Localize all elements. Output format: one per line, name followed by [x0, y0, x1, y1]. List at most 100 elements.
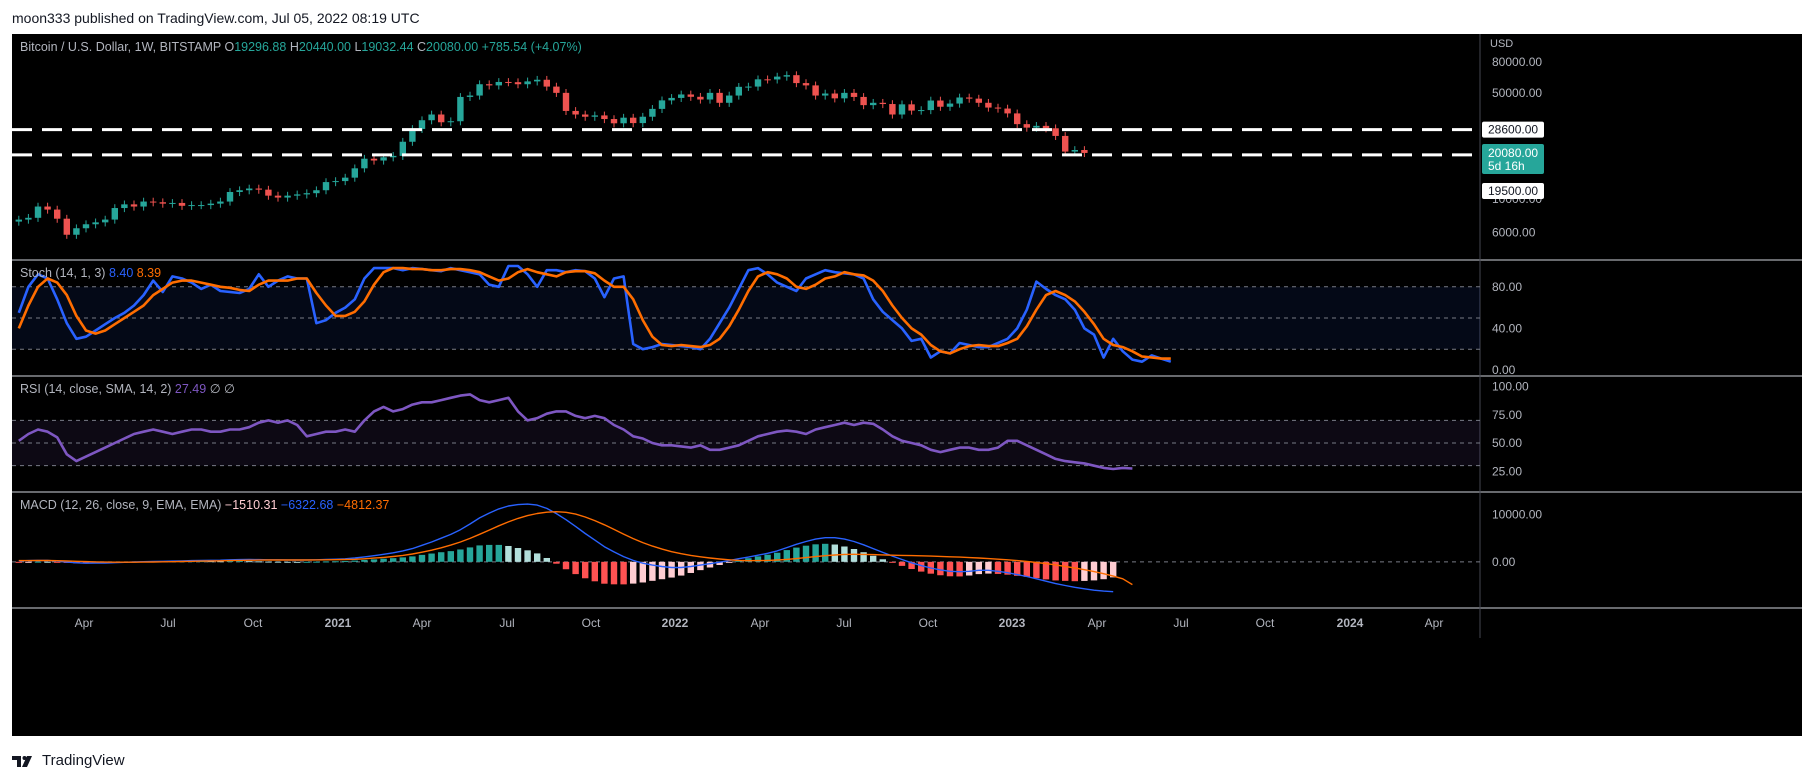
macd-hist-bar — [783, 550, 790, 562]
candle — [274, 195, 282, 198]
x-axis-tick: Apr — [413, 616, 432, 630]
macd-hist-bar — [1110, 561, 1117, 578]
candle — [361, 158, 368, 169]
price-axis-tick: 80000.00 — [1492, 55, 1542, 69]
candle — [428, 114, 435, 121]
x-axis-tick: Oct — [1256, 616, 1275, 630]
candle — [34, 206, 42, 218]
candle — [457, 96, 464, 122]
candle — [975, 98, 982, 103]
candle — [25, 217, 32, 220]
candle — [783, 75, 790, 77]
macd-hist-bar — [870, 555, 877, 562]
macd-hist-bar — [706, 561, 714, 568]
candle — [860, 96, 867, 106]
candle — [284, 195, 291, 198]
macd-hist-bar — [946, 561, 954, 577]
x-axis-tick: Oct — [919, 616, 938, 630]
candle — [246, 188, 253, 191]
candle — [764, 79, 771, 81]
candle — [121, 204, 128, 209]
candle — [265, 189, 272, 196]
rsi-line — [18, 393, 1133, 471]
candle — [745, 86, 752, 88]
macd-hist-bar — [860, 552, 867, 562]
macd-hist-bar — [850, 549, 858, 562]
candle — [687, 94, 694, 97]
candle — [207, 203, 214, 206]
x-axis-tick: Apr — [751, 616, 770, 630]
candle — [178, 202, 186, 206]
candle — [601, 115, 608, 120]
x-axis-tick: Oct — [582, 616, 601, 630]
macd-hist-bar — [754, 556, 762, 562]
macd-hist-bar — [438, 552, 445, 562]
macd-hist-bar — [716, 561, 723, 565]
rsi-legend: RSI (14, close, SMA, 14, 2) 27.49 ∅ ∅ — [20, 382, 235, 396]
macd-hist-bar — [937, 561, 944, 576]
macd-hist-bar — [591, 561, 598, 582]
macd-hist-bar — [908, 561, 915, 570]
x-axis-tick: Jul — [499, 616, 514, 630]
macd-hist-bar — [764, 554, 771, 562]
candle — [1042, 125, 1050, 129]
macd-hist-bar — [495, 544, 502, 562]
macd-hist-bar — [658, 561, 666, 580]
x-axis-tick: Jul — [836, 616, 851, 630]
candle — [351, 168, 358, 178]
candle — [294, 194, 301, 196]
macd-hist-bar — [1071, 561, 1078, 582]
macd-hist-bar — [1014, 561, 1021, 576]
candle — [918, 110, 925, 112]
x-axis-tick: Jul — [1173, 616, 1188, 630]
candle — [505, 81, 512, 83]
candle — [130, 204, 138, 207]
x-axis-tick: Jul — [160, 616, 175, 630]
macd-hist-bar — [1052, 561, 1059, 581]
macd-hist-bar — [34, 561, 42, 563]
macd-hist-bar — [418, 554, 426, 562]
price-legend: Bitcoin / U.S. Dollar, 1W, BITSTAMP O192… — [20, 40, 582, 54]
chart-area[interactable]: USD 80000.00 50000.00 10000.00 6000.00 28600.… — [12, 34, 1802, 736]
candlestick-series — [15, 71, 1088, 239]
publish-info: moon333 published on TradingView.com, Ju… — [12, 10, 420, 26]
macd-hist-bar — [370, 559, 378, 562]
candle — [572, 110, 579, 115]
macd-hist-bar — [1033, 561, 1040, 579]
macd-hist-bar — [226, 561, 234, 563]
macd-hist-bar — [630, 561, 637, 584]
footer-brand[interactable]: TradingView — [12, 752, 125, 769]
macd-hist-bar — [822, 543, 829, 562]
candle — [889, 104, 896, 115]
macd-hist-bar — [409, 556, 416, 562]
candle — [994, 107, 1002, 109]
candle — [44, 206, 51, 210]
chart-canvas[interactable]: USD 80000.00 50000.00 10000.00 6000.00 28600.… — [12, 34, 1802, 736]
candle — [774, 76, 781, 80]
macd-line — [18, 503, 1114, 593]
candle — [956, 97, 963, 104]
macd-hist-bar — [649, 561, 656, 581]
candle — [1062, 135, 1069, 152]
candle — [562, 92, 570, 111]
macd-hist-bar — [428, 553, 435, 562]
candle — [534, 79, 541, 82]
candle — [342, 177, 349, 182]
stoch-legend: Stoch (14, 1, 3) 8.40 8.39 — [20, 266, 161, 280]
candle — [630, 117, 637, 124]
candle — [850, 92, 858, 97]
macd-hist-bar — [1023, 561, 1030, 577]
level-label-19500: 19500.00 — [1488, 184, 1538, 198]
macd-hist-bar — [994, 561, 1002, 574]
macd-hist-bar — [246, 561, 253, 563]
macd-hist-bar — [802, 545, 810, 562]
macd-hist-bar — [620, 561, 627, 585]
candle — [438, 114, 445, 123]
stoch-axis-tick: 80.00 — [1492, 280, 1522, 294]
macd-hist-bar — [399, 557, 406, 562]
candle — [82, 224, 90, 229]
x-axis-tick: 2022 — [662, 616, 689, 630]
candle — [476, 84, 483, 96]
candle — [697, 96, 704, 100]
candle — [390, 155, 397, 158]
